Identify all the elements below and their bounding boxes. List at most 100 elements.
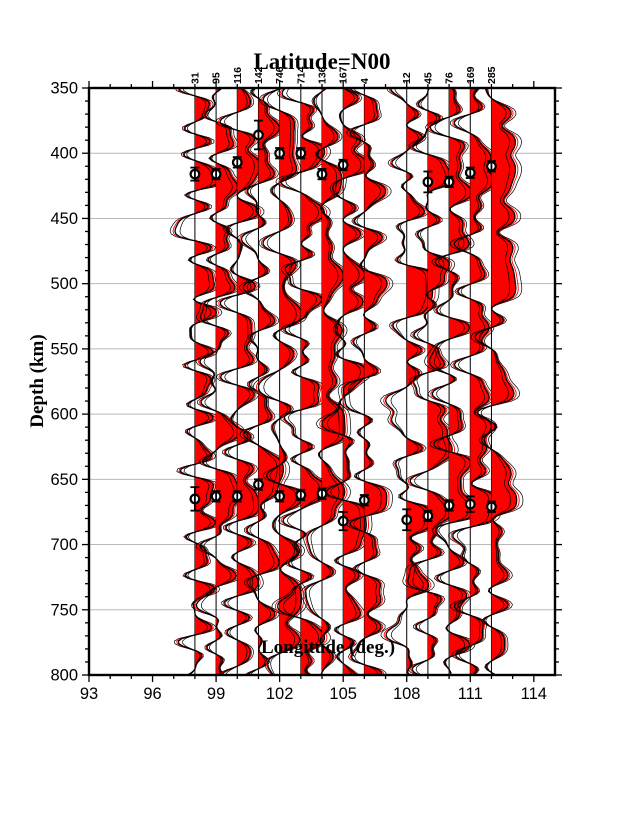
count-label-lon-112: 285 (486, 66, 498, 84)
stack-line (240, 88, 285, 675)
trace-lon-101 (236, 88, 290, 675)
pick-660-lon-105 (337, 511, 349, 532)
pick-660-lon-98 (189, 486, 201, 512)
pick-660-lon-112 (486, 500, 497, 513)
svg-text:450: 450 (50, 210, 78, 228)
count-label-lon-104: 136 (317, 66, 329, 84)
pick-660-lon-108 (401, 508, 413, 532)
pick-410-lon-104 (316, 167, 328, 181)
svg-text:102: 102 (266, 685, 294, 703)
trace-lon-102 (252, 88, 308, 675)
envelope-inner (348, 88, 382, 675)
envelope-inner (412, 88, 447, 675)
wiggle-traces (169, 88, 524, 675)
envelope-inner (478, 88, 511, 675)
count-label-lon-101: 142 (253, 66, 265, 84)
pick-660-lon-100 (231, 490, 243, 503)
pick-410-lon-99 (210, 167, 222, 181)
stack-line (342, 88, 388, 675)
svg-text:750: 750 (50, 601, 78, 619)
count-label-lon-102: 746 (274, 66, 286, 84)
envelope-outer (470, 88, 524, 675)
pick-410-lon-109 (422, 170, 434, 194)
stack-line (474, 88, 518, 675)
count-label-lon-109: 45 (422, 72, 434, 84)
envelope-inner (456, 88, 490, 675)
svg-text:114: 114 (521, 685, 547, 703)
trace-lon-112 (470, 88, 524, 675)
positive-fill (449, 88, 475, 675)
trace-count-labels: 31 95 116 142 746 714 136 167 4 12 45 76 169 285 (189, 66, 498, 84)
count-label-lon-105: 167 (338, 66, 350, 84)
pick-410-lon-100 (231, 156, 243, 169)
trace-lon-106 (337, 88, 394, 675)
svg-text:700: 700 (50, 536, 78, 554)
count-label-lon-110: 76 (444, 72, 456, 84)
tick-labels: 93 96 99 102 105 108 111 114 350 400 450 500 550 600 6… (50, 80, 547, 704)
stack-line (277, 88, 327, 675)
positive-fill (237, 88, 261, 675)
envelope-inner (200, 88, 235, 675)
svg-text:800: 800 (50, 667, 78, 685)
envelope-inner (283, 88, 320, 675)
svg-text:105: 105 (329, 685, 357, 703)
positive-fill (491, 88, 517, 675)
envelope-inner (308, 88, 340, 675)
discontinuity-picks (189, 119, 497, 532)
svg-text:93: 93 (80, 685, 98, 703)
positive-fill (322, 88, 345, 675)
positive-fill (279, 88, 302, 675)
stack-line (407, 88, 453, 675)
svg-text:99: 99 (207, 685, 225, 703)
pick-660-lon-104 (316, 487, 328, 500)
pick-410-lon-112 (486, 160, 497, 173)
stack-line (321, 88, 368, 675)
pick-660-lon-99 (210, 490, 222, 503)
pick-410-lon-105 (337, 158, 349, 172)
stack-line (257, 88, 303, 675)
count-label-lon-106: 4 (359, 78, 371, 84)
pick-660-lon-103 (295, 488, 307, 502)
count-label-lon-98: 31 (189, 72, 201, 84)
pick-660-lon-106 (358, 494, 370, 507)
pick-410-lon-101 (253, 119, 264, 151)
axis-ticks (82, 81, 562, 682)
stack-line (219, 88, 261, 675)
pick-410-lon-103 (295, 147, 307, 160)
count-label-lon-103: 714 (295, 66, 307, 84)
envelope-outer (271, 88, 333, 675)
pick-660-lon-111 (464, 495, 476, 513)
mean-line-red (473, 88, 520, 675)
pick-660-lon-101 (253, 478, 264, 491)
svg-text:96: 96 (143, 685, 161, 703)
svg-text:600: 600 (50, 406, 78, 424)
count-label-lon-108: 12 (401, 72, 413, 84)
pick-410-lon-111 (464, 166, 476, 179)
svg-text:650: 650 (50, 471, 78, 489)
svg-text:400: 400 (50, 145, 78, 163)
svg-text:350: 350 (50, 80, 78, 98)
stack-line (304, 88, 346, 675)
pick-660-lon-102 (274, 490, 286, 503)
positive-fill (216, 88, 241, 675)
svg-text:111: 111 (458, 685, 483, 703)
count-label-lon-111: 169 (465, 66, 477, 84)
trace-lon-103 (271, 88, 333, 675)
svg-text:108: 108 (393, 685, 421, 703)
envelope-inner (179, 88, 213, 675)
positive-fill (258, 88, 284, 675)
svg-text:500: 500 (50, 275, 78, 293)
stack-line (428, 88, 475, 675)
trace-lon-104 (300, 88, 352, 675)
envelope-inner (263, 88, 297, 675)
count-label-lon-99: 95 (211, 72, 223, 84)
pick-660-lon-110 (443, 499, 455, 512)
count-label-lon-100: 116 (232, 67, 244, 84)
envelope-inner (390, 88, 427, 675)
pick-410-lon-98 (189, 166, 201, 182)
pick-660-lon-109 (422, 509, 434, 522)
mean-line-red (319, 88, 370, 675)
svg-text:550: 550 (50, 340, 78, 358)
